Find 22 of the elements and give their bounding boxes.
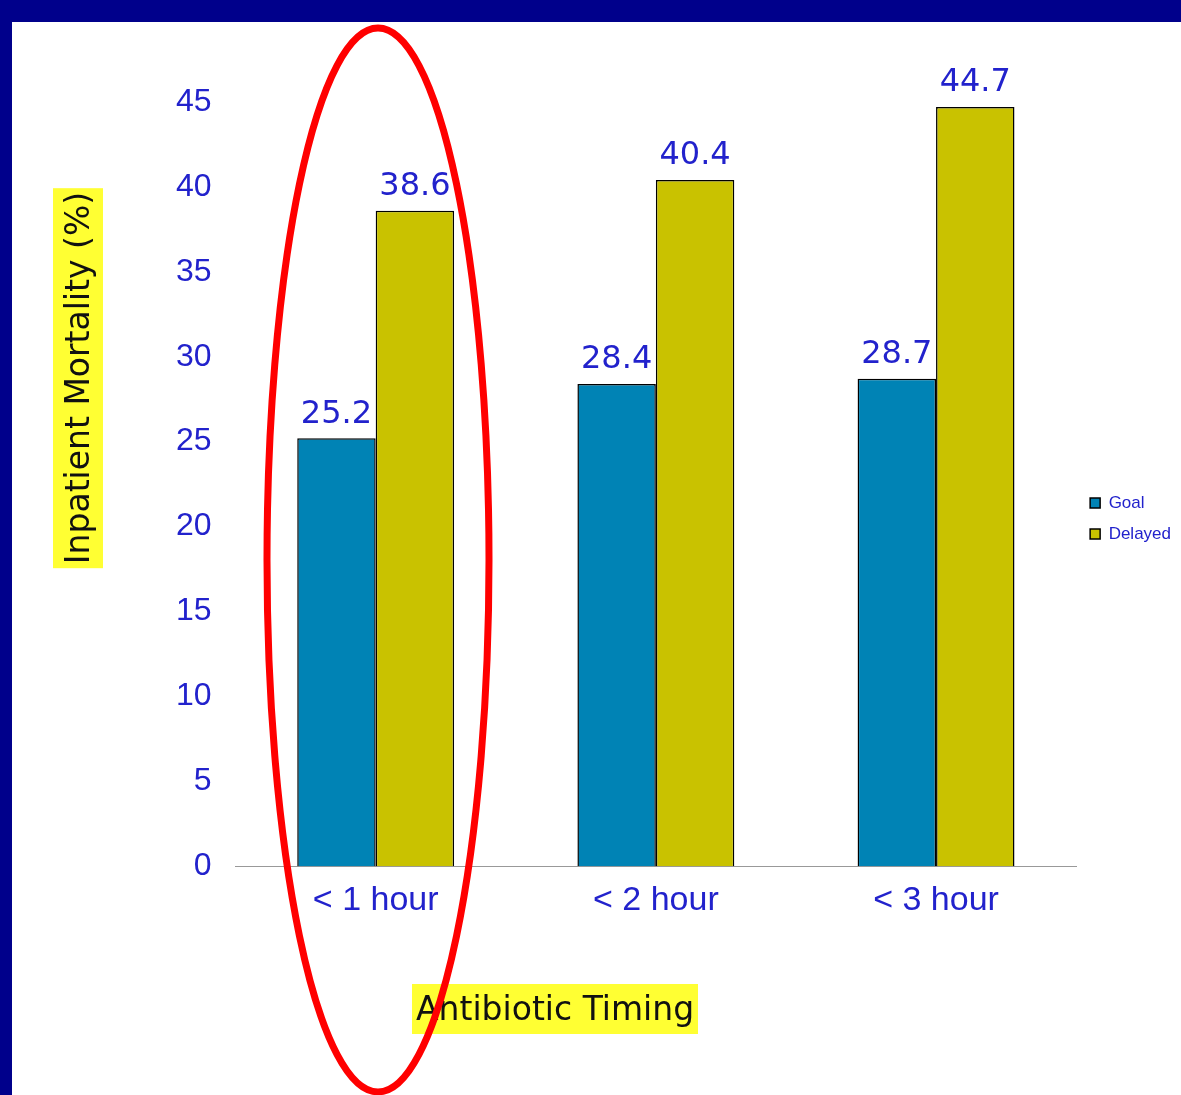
legend-label: Delayed (1108, 523, 1171, 543)
data-label: 25.2 (300, 392, 373, 431)
legend-label: Goal (1108, 492, 1145, 512)
x-tick-label: < 3 hour (873, 878, 999, 917)
y-tick-label: 5 (193, 761, 212, 798)
data-label: 40.4 (659, 134, 731, 173)
data-label: 44.7 (939, 61, 1011, 100)
y-tick-label: 30 (176, 336, 212, 373)
y-tick-label: 10 (176, 676, 212, 713)
x-tick-label: < 2 hour (593, 878, 719, 917)
y-tick-label: 15 (176, 591, 212, 628)
y-tick-label: 35 (176, 251, 212, 288)
y-axis-title: Inpatient Mortality (%) (53, 187, 103, 569)
x-tick-label: < 1 hour (312, 878, 439, 917)
y-tick-label: 0 (193, 846, 212, 883)
y-tick-label: 45 (176, 81, 212, 118)
y-tick-label: 40 (176, 166, 212, 203)
data-label: 38.6 (379, 165, 451, 203)
data-label: 28.7 (861, 333, 933, 372)
data-label: 28.4 (581, 338, 653, 377)
y-tick-label: 20 (176, 506, 212, 543)
y-tick-label: 25 (176, 421, 212, 458)
